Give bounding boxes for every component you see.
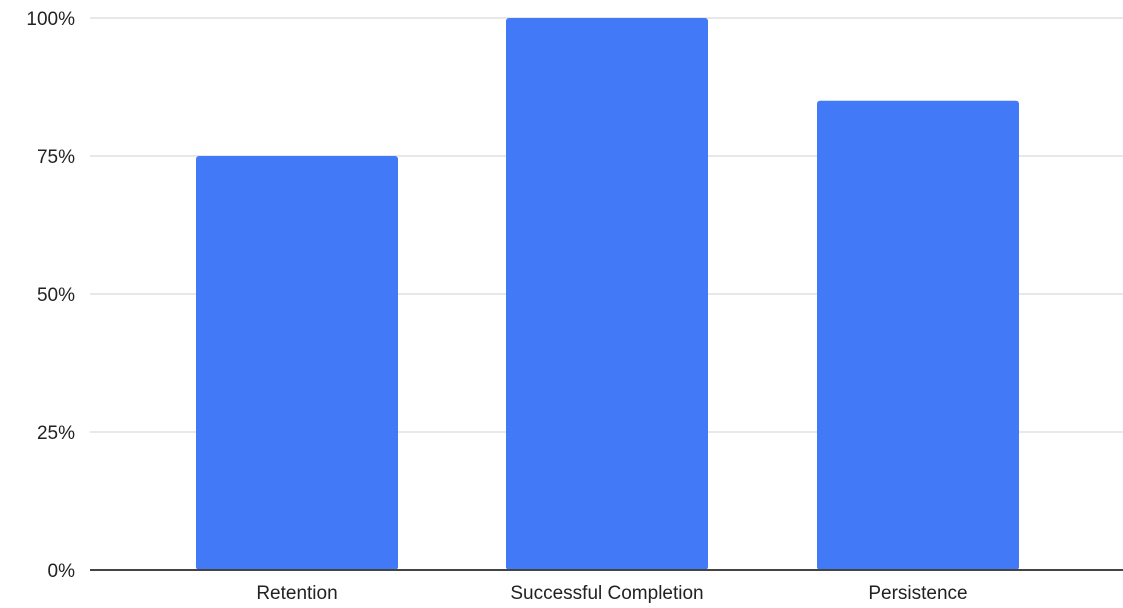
y-tick-label: 0% <box>48 561 76 582</box>
bar <box>196 156 398 570</box>
x-category-label: Successful Completion <box>510 583 703 604</box>
bar <box>506 18 708 570</box>
x-axis-category-labels: Retention Successful Completion Persistenc… <box>256 583 967 604</box>
bars <box>196 18 1019 571</box>
x-category-label: Retention <box>256 583 337 604</box>
y-tick-label: 50% <box>37 285 75 306</box>
y-tick-label: 75% <box>37 147 75 168</box>
x-category-label: Persistence <box>868 583 967 604</box>
y-tick-label: 100% <box>26 9 75 30</box>
bar <box>817 100 1019 571</box>
y-tick-label: 25% <box>37 423 75 444</box>
y-axis-tick-labels: 0% 25% 50% 75% 100% <box>26 9 75 582</box>
